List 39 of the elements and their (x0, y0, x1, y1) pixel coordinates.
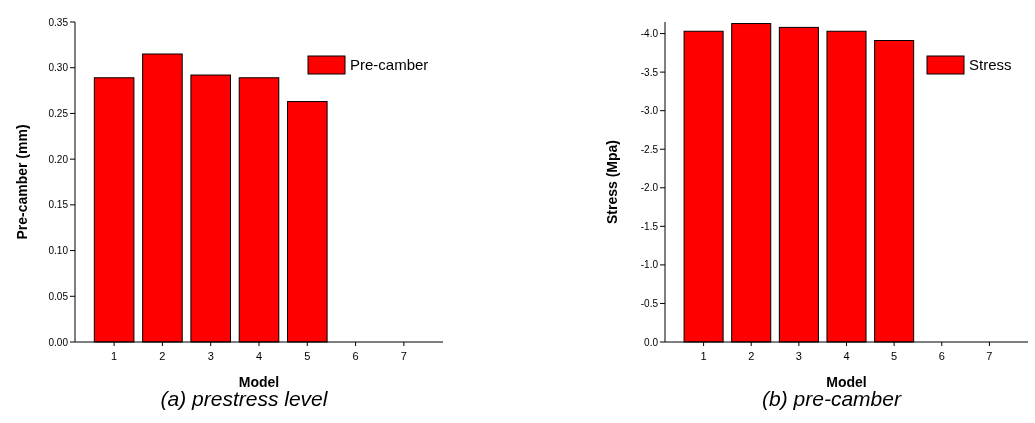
x-tick-label: 3 (207, 350, 214, 362)
y-tick-label: 0.15 (48, 199, 69, 211)
y-tick-label: -1.5 (640, 220, 659, 232)
y-tick-label: -2.0 (640, 182, 659, 194)
y-tick-label: 0.35 (48, 16, 69, 28)
x-axis-title: Model (238, 374, 280, 390)
x-tick-label: 4 (843, 350, 850, 362)
y-tick-label: 0.30 (48, 62, 69, 74)
text: (b) pre-camber (762, 387, 902, 410)
x-tick-label: 1 (700, 350, 707, 362)
x-tick-label: 5 (891, 350, 898, 362)
x-tick-label: 4 (255, 350, 263, 362)
y-tick-label: -3.5 (640, 66, 659, 78)
x-tick-label: 6 (938, 350, 945, 362)
y-tick-label: 0.25 (48, 107, 69, 119)
y-tick-label: -4.0 (640, 28, 659, 40)
legend-label: Stress (969, 56, 1012, 74)
y-tick-label: -0.5 (640, 297, 659, 309)
text: (a) prestress level (160, 387, 329, 410)
y-tick-label: -1.0 (640, 259, 659, 271)
y-tick-label: -2.5 (640, 143, 659, 155)
x-tick-label: 7 (400, 350, 407, 362)
x-tick-label: 1 (111, 350, 118, 362)
x-tick-label: 2 (748, 350, 755, 362)
x-tick-label: 5 (304, 350, 311, 362)
y-tick-label: 0.00 (48, 336, 69, 348)
x-tick-label: 3 (795, 350, 802, 362)
legend-label: Pre-camber (350, 56, 429, 74)
y-tick-label: 0.05 (48, 290, 69, 302)
x-axis-title: Model (826, 374, 867, 390)
y-tick-label: -3.0 (640, 105, 659, 117)
x-tick-label: 2 (159, 350, 166, 362)
y-axis-title: Pre-camber (mm) (14, 124, 30, 240)
y-axis-title: Stress (Mpa) (604, 139, 620, 225)
y-tick-label: 0.20 (48, 153, 69, 165)
y-tick-label: 0.0 (644, 336, 659, 348)
x-tick-label: 7 (986, 350, 993, 362)
x-tick-label: 6 (352, 350, 359, 362)
y-tick-label: 0.10 (48, 245, 69, 257)
